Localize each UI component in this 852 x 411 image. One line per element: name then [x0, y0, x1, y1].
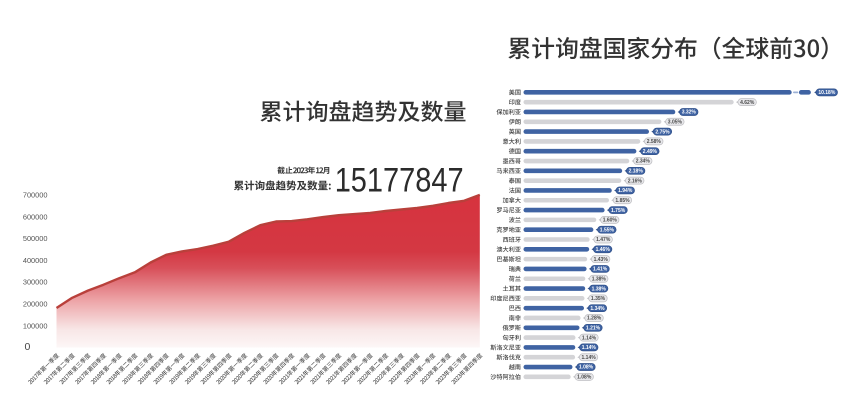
- svg-text:2.18%: 2.18%: [629, 169, 644, 175]
- svg-text:1.14%: 1.14%: [582, 345, 597, 351]
- svg-text:1.14%: 1.14%: [582, 335, 597, 341]
- svg-text:500000: 500000: [23, 234, 48, 243]
- svg-text:1.41%: 1.41%: [593, 267, 608, 273]
- svg-text:600000: 600000: [23, 212, 48, 221]
- svg-text:1.38%: 1.38%: [592, 286, 607, 292]
- svg-text:1.08%: 1.08%: [579, 365, 594, 371]
- svg-text:3.05%: 3.05%: [668, 119, 683, 125]
- svg-text:1.94%: 1.94%: [618, 188, 633, 194]
- svg-text:300000: 300000: [23, 278, 48, 287]
- svg-text:1.43%: 1.43%: [594, 257, 609, 263]
- svg-text:1.85%: 1.85%: [615, 198, 630, 204]
- svg-text:100000: 100000: [23, 321, 48, 330]
- svg-text:1.14%: 1.14%: [582, 355, 597, 361]
- svg-text:3.32%: 3.32%: [682, 110, 697, 116]
- svg-text:10.18%: 10.18%: [818, 90, 836, 96]
- svg-text:1.21%: 1.21%: [586, 325, 601, 331]
- svg-text:1.47%: 1.47%: [596, 237, 611, 243]
- svg-text:15177847: 15177847: [335, 160, 464, 199]
- svg-text:2.75%: 2.75%: [655, 129, 670, 135]
- svg-text:2.34%: 2.34%: [636, 159, 651, 165]
- svg-text:400000: 400000: [23, 256, 48, 265]
- svg-text:1.34%: 1.34%: [590, 306, 605, 312]
- svg-text:0: 0: [25, 341, 31, 353]
- svg-text:1.38%: 1.38%: [592, 276, 607, 282]
- svg-text:2.49%: 2.49%: [643, 149, 658, 155]
- svg-text:1.55%: 1.55%: [600, 227, 615, 233]
- svg-text:4.62%: 4.62%: [740, 100, 755, 106]
- svg-text:1.28%: 1.28%: [587, 316, 602, 322]
- svg-text:200000: 200000: [23, 300, 48, 309]
- svg-text:1.46%: 1.46%: [596, 247, 611, 253]
- svg-text:1.35%: 1.35%: [591, 296, 606, 302]
- svg-text:2.58%: 2.58%: [647, 139, 662, 145]
- svg-text:700000: 700000: [23, 191, 48, 200]
- svg-text:1.60%: 1.60%: [603, 218, 618, 224]
- svg-text:2.16%: 2.16%: [628, 178, 643, 184]
- svg-text:1.75%: 1.75%: [611, 208, 626, 214]
- svg-text:1.08%: 1.08%: [577, 375, 592, 381]
